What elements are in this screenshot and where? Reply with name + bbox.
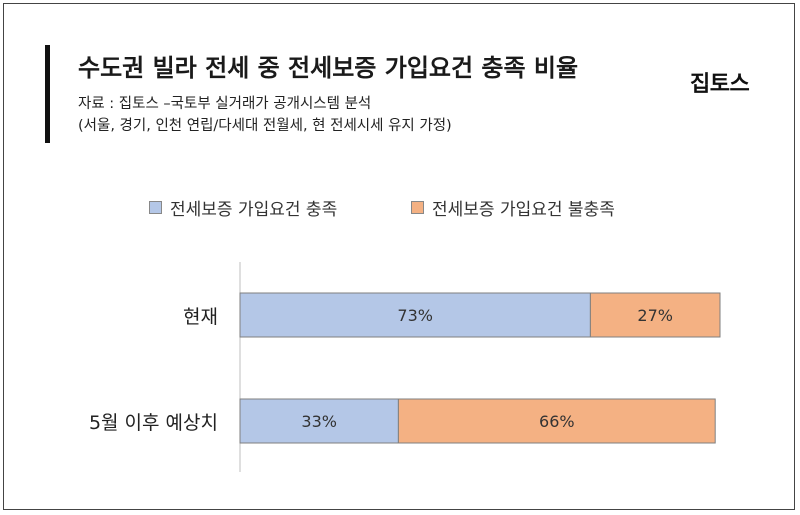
category-label-after-may: 5월 이후 예상치 [88, 412, 218, 434]
data-label-met-0: 73% [397, 306, 433, 325]
legend-item-met: 전세보증 가입요건 충족 [149, 195, 338, 220]
chart-legend: 전세보증 가입요건 충족 전세보증 가입요건 불충족 [0, 195, 800, 220]
data-label-met-1: 33% [301, 412, 337, 431]
legend-label-unmet: 전세보증 가입요건 불충족 [432, 199, 615, 220]
bar-met-1 [239, 398, 399, 444]
brand-logo: 집토스 [690, 72, 750, 97]
legend-swatch-met [149, 200, 162, 214]
assumption-note: (서울, 경기, 인천 연립/다세대 전월세, 현 전세시세 유지 가정) [78, 118, 452, 134]
category-label-current: 현재 [183, 306, 218, 328]
title-accent-bar [45, 45, 50, 143]
data-label-unmet-1: 66% [539, 412, 575, 431]
legend-swatch-unmet [411, 200, 424, 214]
bar-unmet-0 [589, 292, 721, 338]
bar-unmet-1 [397, 398, 716, 444]
source-note: 자료 : 집토스 –국토부 실거래가 공개시스템 분석 [78, 96, 372, 112]
chart-title: 수도권 빌라 전세 중 전세보증 가입요건 충족 비율 [78, 54, 579, 82]
data-label-unmet-0: 27% [637, 306, 673, 325]
legend-label-met: 전세보증 가입요건 충족 [170, 199, 338, 220]
legend-item-unmet: 전세보증 가입요건 불충족 [411, 195, 615, 220]
bar-met-0 [239, 292, 591, 338]
